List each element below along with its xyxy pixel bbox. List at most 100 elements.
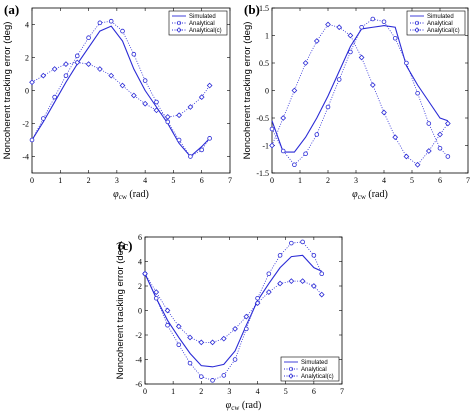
series-line xyxy=(31,25,211,158)
data-point-circle xyxy=(63,73,69,78)
series-line xyxy=(144,273,323,343)
data-point-circle xyxy=(74,53,80,59)
y-tick-label: 2 xyxy=(138,282,142,291)
data-point-diamond xyxy=(63,61,69,67)
data-point-diamond xyxy=(336,24,343,31)
y-tick-label: 6 xyxy=(138,233,142,242)
data-point-circle xyxy=(437,145,443,151)
x-tick-label: 1 xyxy=(58,176,62,185)
plot-area xyxy=(271,7,469,174)
y-tick-label: 0 xyxy=(25,87,29,96)
x-tick-label: 0 xyxy=(143,387,147,396)
x-tick-label: 6 xyxy=(312,387,316,396)
y-axis-label: Noncoherent tracking error (deg) xyxy=(242,22,253,160)
series-solid xyxy=(144,254,322,368)
legend-entry: Analytical(c) xyxy=(189,28,222,34)
x-tick-label: 1 xyxy=(171,387,175,396)
data-point-circle xyxy=(244,326,249,332)
y-tick-label: 0 xyxy=(265,87,269,96)
series-dotted-diamond xyxy=(29,59,213,120)
series-dotted-circle xyxy=(269,16,451,168)
x-tick-label: 7 xyxy=(466,176,470,185)
data-point-diamond xyxy=(142,270,148,277)
y-tick-label: -2 xyxy=(22,120,29,129)
data-point-circle xyxy=(187,360,193,366)
data-point-diamond xyxy=(269,142,275,149)
data-point-circle xyxy=(314,132,320,137)
data-point-diamond xyxy=(277,280,283,287)
data-point-diamond xyxy=(206,82,213,89)
series-dotted-diamond xyxy=(142,270,325,346)
x-axis-label: φcw (rad) xyxy=(113,189,149,201)
y-tick-label: 4 xyxy=(138,258,142,267)
data-point-diamond xyxy=(187,104,194,110)
panel-b: (b) 0 1 2 3 4 5 6 7 -1.5 -1 -0.5 0 0.5 1 1.5 Noncoherent… xyxy=(242,2,470,201)
data-point-diamond xyxy=(153,289,160,295)
data-point-diamond xyxy=(318,291,325,298)
data-point-circle xyxy=(165,322,170,328)
data-point-diamond xyxy=(198,94,205,100)
y-tick-label: -6 xyxy=(135,380,142,389)
y-tick-label: -1 xyxy=(262,142,269,151)
data-point-diamond xyxy=(302,60,309,66)
legend-entry: Analytical(c) xyxy=(427,28,460,34)
y-tick-label: 4 xyxy=(25,21,29,30)
panel-label: (a) xyxy=(4,2,19,17)
x-tick-label: 0 xyxy=(30,176,34,185)
data-point-diamond xyxy=(254,300,261,307)
data-point-diamond xyxy=(40,72,47,79)
data-point-diamond xyxy=(265,289,272,295)
data-point-circle xyxy=(445,154,451,159)
data-point-circle xyxy=(176,342,182,348)
y-tick-label: -2 xyxy=(135,331,142,340)
data-point-circle xyxy=(289,240,294,246)
y-tick-label: 0 xyxy=(138,307,142,316)
x-tick-label: 2 xyxy=(87,176,91,185)
data-point-diamond xyxy=(51,66,58,72)
data-point-circle xyxy=(108,18,114,24)
data-point-circle xyxy=(97,20,103,26)
data-point-circle xyxy=(359,24,364,30)
legend-box xyxy=(168,10,228,36)
data-point-diamond xyxy=(437,131,443,138)
data-point-circle xyxy=(381,19,387,25)
data-point-diamond xyxy=(97,66,103,72)
data-point-circle xyxy=(300,239,305,245)
y-tick-label: -0.5 xyxy=(256,114,269,123)
x-tick-label: 4 xyxy=(382,176,386,185)
data-point-diamond xyxy=(288,278,295,284)
data-point-circle xyxy=(280,148,286,154)
legend-marker-circle xyxy=(288,366,294,372)
data-point-diamond xyxy=(280,115,287,121)
y-tick-label: 1.5 xyxy=(259,4,269,13)
data-point-circle xyxy=(303,151,308,157)
data-point-circle xyxy=(188,154,193,159)
legend-box xyxy=(280,356,340,382)
data-point-circle xyxy=(269,126,275,132)
series-line xyxy=(271,18,449,166)
data-point-diamond xyxy=(187,334,193,341)
x-tick-label: 4 xyxy=(143,176,147,185)
data-point-circle xyxy=(415,90,420,96)
legend-entry: Simulated xyxy=(427,14,454,20)
panel-label: (b) xyxy=(244,2,260,17)
legend-entry: Analytical xyxy=(189,21,215,27)
data-point-diamond xyxy=(232,326,238,332)
data-point-circle xyxy=(232,357,238,362)
x-tick-label: 5 xyxy=(284,387,288,396)
data-point-circle xyxy=(198,374,204,379)
x-tick-label: 5 xyxy=(410,176,414,185)
data-point-circle xyxy=(292,162,297,168)
x-tick-label: 0 xyxy=(270,176,274,185)
y-tick-label: -4 xyxy=(135,356,142,365)
x-tick-label: 3 xyxy=(227,387,231,396)
data-point-circle xyxy=(277,253,283,258)
x-tick-label: 4 xyxy=(256,387,260,396)
panel-label: (c) xyxy=(118,238,132,253)
data-point-circle xyxy=(311,253,317,258)
data-point-circle xyxy=(221,373,227,378)
y-axis-label: Noncoherent tracking error (deg) xyxy=(2,22,13,160)
legend-marker-diamond xyxy=(176,27,182,33)
data-point-diamond xyxy=(108,72,115,79)
